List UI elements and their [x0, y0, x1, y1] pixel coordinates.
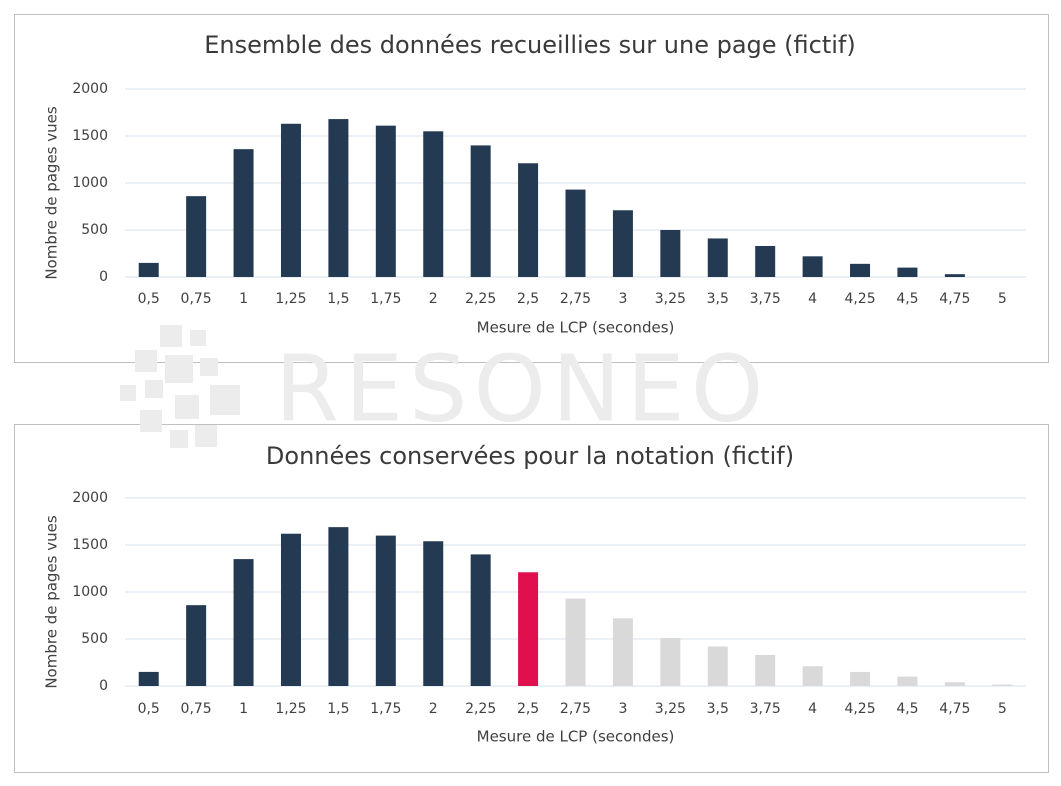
- bar: [897, 267, 918, 277]
- x-tick-label: 3,75: [750, 701, 781, 717]
- x-tick-label: 1: [239, 701, 248, 717]
- bar: [944, 682, 965, 686]
- y-tick-label: 500: [81, 631, 108, 647]
- chart-frame: [14, 14, 1049, 363]
- bar: [802, 256, 823, 277]
- x-tick-label: 1,75: [370, 291, 401, 307]
- x-tick-label: 3,25: [655, 291, 686, 307]
- y-tick-label: 500: [81, 222, 108, 238]
- x-tick-label: 3,5: [707, 291, 729, 307]
- bar: [707, 646, 728, 686]
- bar: [850, 263, 871, 277]
- bar: [518, 163, 539, 277]
- bar: [423, 541, 444, 686]
- x-tick-label: 4,5: [896, 291, 918, 307]
- bar: [423, 131, 444, 277]
- bar: [470, 554, 491, 686]
- y-tick-label: 1000: [72, 584, 108, 600]
- bar: [612, 618, 633, 686]
- bar: [186, 605, 207, 686]
- bar: [565, 598, 586, 686]
- bar: [138, 262, 159, 277]
- x-tick-label: 4,5: [896, 701, 918, 717]
- bar: [280, 123, 301, 277]
- bar: [565, 189, 586, 277]
- x-tick-label: 3,5: [707, 701, 729, 717]
- x-tick-label: 5: [998, 291, 1007, 307]
- x-tick-label: 2,25: [465, 701, 496, 717]
- bar: [328, 527, 349, 686]
- bar: [186, 196, 207, 277]
- x-tick-label: 1,5: [327, 701, 349, 717]
- x-tick-label: 2,75: [560, 701, 591, 717]
- x-axis-title: Mesure de LCP (secondes): [477, 319, 675, 337]
- y-axis-title: Nombre de pages vues: [43, 106, 61, 280]
- x-tick-label: 4: [808, 701, 817, 717]
- x-tick-label: 3,75: [750, 291, 781, 307]
- x-tick-label: 2,25: [465, 291, 496, 307]
- x-tick-label: 3,25: [655, 701, 686, 717]
- x-tick-label: 2,5: [517, 701, 539, 717]
- x-tick-label: 1: [239, 291, 248, 307]
- x-tick-label: 0,5: [138, 291, 160, 307]
- x-tick-label: 2: [429, 701, 438, 717]
- x-tick-label: 3: [618, 291, 627, 307]
- bar: [755, 245, 776, 277]
- y-axis-title: Nombre de pages vues: [43, 515, 61, 689]
- bar: [612, 210, 633, 277]
- bar: [375, 125, 396, 277]
- y-tick-label: 1500: [72, 537, 108, 553]
- bar: [707, 238, 728, 277]
- x-tick-label: 3: [618, 701, 627, 717]
- x-tick-label: 1,25: [275, 291, 306, 307]
- x-tick-label: 0,5: [138, 701, 160, 717]
- bar: [660, 638, 681, 686]
- bar: [755, 654, 776, 686]
- bar: [233, 559, 254, 686]
- bar: [518, 572, 539, 686]
- bar: [470, 145, 491, 277]
- bar: [992, 684, 1013, 686]
- x-tick-label: 1,25: [275, 701, 306, 717]
- x-tick-label: 0,75: [181, 291, 212, 307]
- y-tick-label: 1000: [72, 175, 108, 191]
- x-tick-label: 2,5: [517, 291, 539, 307]
- bar: [138, 671, 159, 686]
- y-tick-label: 2000: [72, 81, 108, 97]
- bar: [660, 230, 681, 277]
- x-tick-label: 4,25: [844, 291, 875, 307]
- x-tick-label: 4: [808, 291, 817, 307]
- x-tick-label: 2,75: [560, 291, 591, 307]
- watermark-logo: [120, 325, 240, 448]
- x-tick-label: 4,75: [939, 291, 970, 307]
- bar: [280, 533, 301, 686]
- y-tick-label: 1500: [72, 128, 108, 144]
- x-tick-label: 1,5: [327, 291, 349, 307]
- y-tick-label: 0: [99, 678, 108, 694]
- bar: [802, 666, 823, 686]
- chart-title: Données conservées pour la notation (fic…: [266, 442, 794, 470]
- x-tick-label: 2: [429, 291, 438, 307]
- y-tick-label: 0: [99, 269, 108, 285]
- y-tick-label: 2000: [72, 490, 108, 506]
- watermark: RESONEO: [275, 335, 769, 442]
- x-tick-label: 5: [998, 701, 1007, 717]
- bar: [375, 535, 396, 686]
- x-tick-label: 0,75: [181, 701, 212, 717]
- x-axis-title: Mesure de LCP (secondes): [477, 728, 675, 746]
- bar: [328, 119, 349, 277]
- bar: [233, 149, 254, 277]
- x-tick-label: 4,75: [939, 701, 970, 717]
- bar: [897, 676, 918, 686]
- chart-title: Ensemble des données recueillies sur une…: [204, 31, 855, 59]
- chart-frame: [14, 424, 1049, 773]
- bar: [850, 671, 871, 686]
- x-tick-label: 4,25: [844, 701, 875, 717]
- bar: [944, 274, 965, 277]
- x-tick-label: 1,75: [370, 701, 401, 717]
